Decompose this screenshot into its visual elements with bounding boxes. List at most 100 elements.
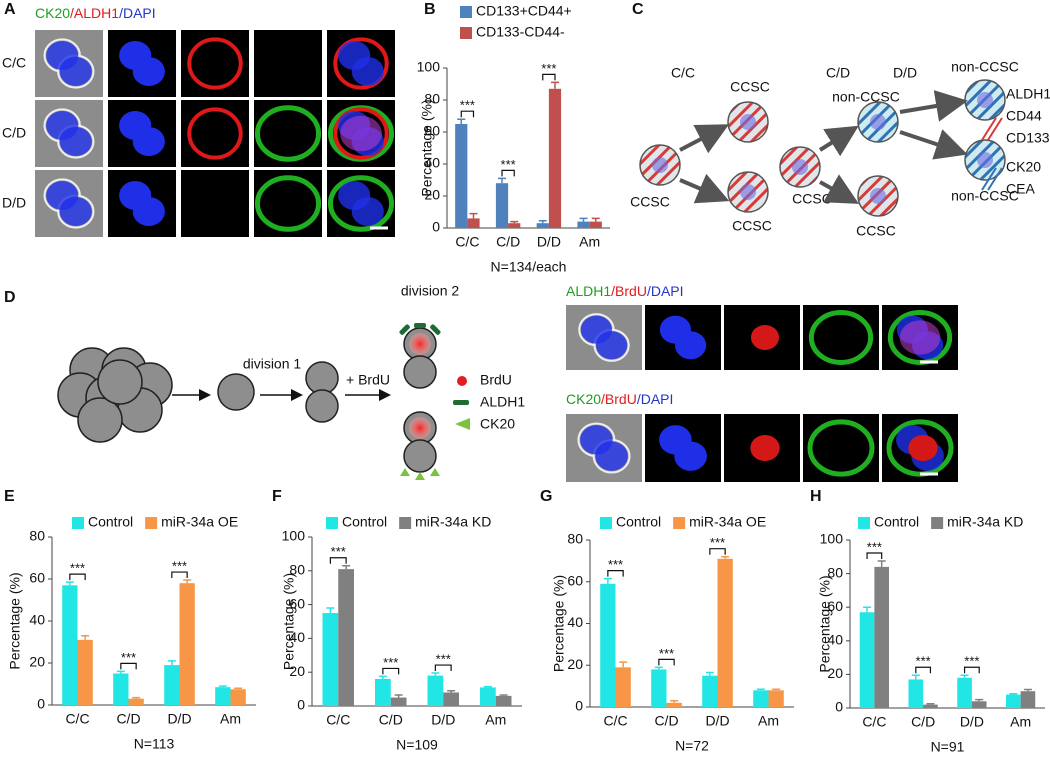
error-bar [183, 579, 192, 584]
significance-label: *** [659, 646, 674, 661]
legend-label: BrdU [480, 372, 512, 388]
stripe [981, 167, 997, 191]
micrograph [35, 100, 103, 167]
micrograph [108, 100, 176, 167]
cell-label: CCSC [792, 191, 832, 207]
bar [600, 583, 616, 707]
bar [874, 566, 889, 708]
ck20-mark [415, 472, 425, 480]
error-bar [877, 560, 886, 567]
bar [1020, 691, 1036, 708]
stain-part: CK20 [566, 391, 601, 407]
legend-label: Control [874, 514, 919, 530]
significance-label: *** [916, 654, 931, 669]
legend-swatch [931, 517, 944, 529]
stripe [987, 117, 1003, 141]
legend-label: Control [616, 514, 661, 530]
bar [548, 88, 562, 228]
legend-label: miR-34a KD [947, 514, 1023, 530]
error-bar [167, 660, 176, 666]
y-tick-label: 80 [29, 528, 45, 544]
cell-nucleus [740, 184, 756, 200]
micrograph [181, 100, 249, 167]
bar [179, 583, 195, 705]
x-tick-label: C/C [603, 713, 627, 729]
x-tick-label: C/C [862, 714, 886, 730]
error-bar [457, 118, 466, 124]
error-bar [469, 212, 478, 219]
x-tick-label: D/D [537, 234, 561, 250]
stain-part: /BrdU [601, 391, 637, 407]
bar [164, 665, 180, 705]
x-tick-label: C/D [379, 712, 403, 728]
bar [128, 698, 144, 705]
micrograph-bg [803, 305, 879, 370]
marker-label: CEA [1006, 181, 1035, 197]
y-tick-label: 40 [289, 629, 305, 645]
micrograph-bg [254, 100, 322, 167]
error-bar [234, 687, 243, 690]
bar [651, 669, 667, 707]
error-bar [342, 564, 351, 570]
error-bar [132, 696, 141, 699]
cell-half [403, 355, 437, 389]
bar [480, 687, 496, 706]
error-bar [378, 675, 387, 679]
cell-half [305, 389, 339, 423]
y-tick-label: 60 [567, 572, 583, 588]
bar [753, 690, 769, 707]
x-tick-label: Am [220, 711, 241, 727]
y-tick-label: 20 [424, 187, 440, 203]
micrograph [254, 100, 322, 167]
legend-label: miR-34a OE [689, 514, 766, 530]
stripe [987, 167, 1003, 191]
error-bar [326, 607, 335, 614]
significance-bracket [709, 548, 726, 555]
legend-dot [457, 376, 467, 386]
stain-part: /DAPI [119, 5, 156, 21]
micrograph-bg [803, 414, 879, 482]
significance-bracket [607, 570, 624, 577]
error-bar [705, 671, 714, 676]
stain-label: ALDH1/BrdU/DAPI [566, 283, 684, 299]
marker-label: ALDH1 [1006, 86, 1050, 102]
step-label: division 2 [401, 283, 460, 299]
cell-label: non-CCSC [951, 59, 1019, 75]
cell-nucleus [792, 159, 808, 175]
nucleus [595, 441, 628, 471]
nucleus [132, 197, 165, 227]
x-tick-label: C/D [116, 711, 140, 727]
y-tick-label: 100 [820, 531, 844, 547]
green-signal [254, 175, 322, 232]
nucleus [351, 57, 384, 87]
micrograph [108, 30, 176, 97]
bar [467, 218, 480, 228]
bar [717, 558, 733, 707]
cell-half [305, 361, 339, 395]
cell-label: CCSC [856, 223, 896, 239]
micrograph [803, 414, 879, 482]
legend-bar [453, 400, 469, 405]
x-tick-label: C/D [911, 714, 935, 730]
error-bar [483, 685, 492, 688]
error-bar [619, 661, 628, 668]
significance-bracket [69, 573, 86, 581]
y-tick-label: 60 [827, 598, 843, 614]
y-tick-label: 80 [289, 562, 305, 578]
significance-label: *** [121, 650, 136, 665]
bar [508, 223, 521, 228]
bar [443, 692, 459, 706]
legend-label: miR-34a KD [415, 514, 491, 530]
cell-label: CCSC [730, 79, 770, 95]
significance-label: *** [501, 157, 516, 172]
ck20-mark [430, 468, 440, 476]
legend-label: miR-34a OE [161, 514, 238, 530]
micrograph [35, 30, 103, 97]
aldh1-mark [430, 324, 441, 335]
bar [957, 677, 972, 708]
blastomere [77, 397, 123, 443]
bar [375, 678, 391, 706]
significance-bracket [434, 664, 452, 672]
bar [338, 569, 354, 706]
